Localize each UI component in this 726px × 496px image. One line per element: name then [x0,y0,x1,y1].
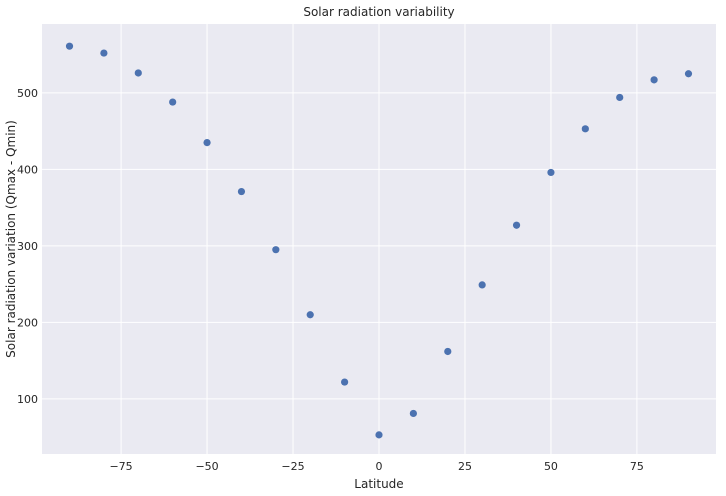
y-tick-label: 400 [17,163,38,176]
y-axis-label: Solar radiation variation (Qmax - Qmin) [4,120,18,358]
x-axis-label: Latitude [354,477,403,491]
data-points [65,42,693,439]
data-point [512,221,521,229]
y-tick-label: 300 [17,240,38,253]
data-point [375,431,383,439]
data-point [341,378,349,386]
x-tick-label: 50 [544,460,558,473]
data-point [134,69,142,77]
data-point [650,76,658,84]
x-tick-label: −25 [281,460,304,473]
data-point [100,49,108,57]
data-point [444,347,452,356]
data-point [547,168,555,177]
data-point [237,187,246,196]
data-point [478,281,486,289]
data-point [65,42,74,50]
x-tick-label: −50 [195,460,218,473]
y-tick-label: 500 [17,87,38,100]
data-point [616,93,624,102]
data-point [272,246,280,254]
x-tick-labels: −75 −50 −25 0 25 50 75 [109,460,643,473]
y-tick-labels: 100 200 300 400 500 [17,87,38,406]
x-tick-label: 0 [376,460,383,473]
x-tick-label: −75 [109,460,132,473]
data-point [169,98,177,106]
x-tick-label: 25 [458,460,472,473]
data-point [684,70,693,78]
data-point [203,138,211,147]
grid [42,24,716,454]
data-point [581,125,589,133]
x-tick-label: 75 [630,460,644,473]
y-tick-label: 200 [17,316,38,329]
y-tick-label: 100 [17,393,38,406]
chart-title: Solar radiation variability [303,5,454,19]
data-point [306,311,314,319]
data-point [409,409,417,418]
